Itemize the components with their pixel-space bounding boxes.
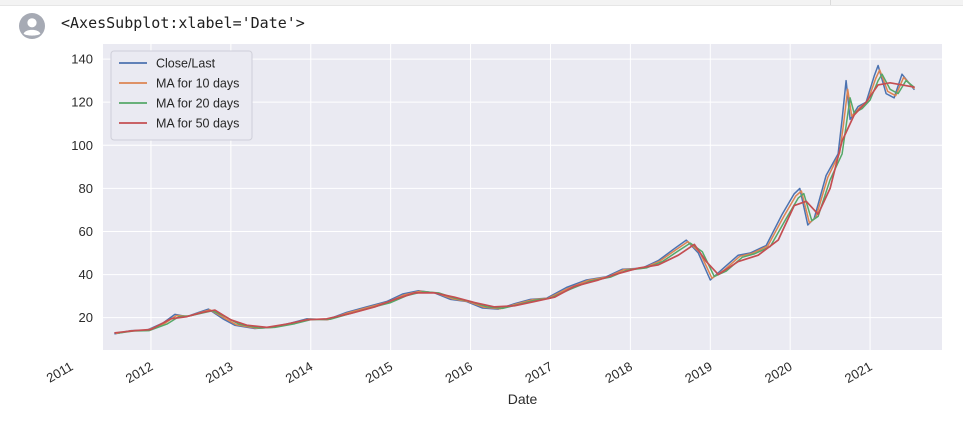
top-strip-divider bbox=[830, 0, 831, 5]
x-tick-label: 2016 bbox=[443, 359, 476, 386]
legend-label-1: Close/Last bbox=[156, 57, 216, 71]
output-repr-text: <AxesSubplot:xlabel='Date'> bbox=[61, 14, 305, 32]
user-avatar-icon bbox=[19, 13, 45, 39]
y-tick-label: 60 bbox=[79, 224, 93, 239]
x-tick-label: 2018 bbox=[602, 359, 635, 386]
x-tick-label: 2020 bbox=[762, 359, 795, 386]
y-tick-label: 80 bbox=[79, 181, 93, 196]
legend-label-2: MA for 10 days bbox=[156, 77, 239, 91]
legend-label-3: MA for 20 days bbox=[156, 97, 239, 111]
x-tick-label: 2017 bbox=[522, 359, 555, 386]
legend-label-4: MA for 50 days bbox=[156, 117, 239, 131]
x-tick-label: 2014 bbox=[283, 359, 316, 386]
x-axis-label: Date bbox=[508, 391, 538, 407]
y-tick-label: 40 bbox=[79, 267, 93, 282]
x-tick-label: 2012 bbox=[123, 359, 156, 386]
y-tick-label: 100 bbox=[71, 138, 93, 153]
x-tick-label: 2015 bbox=[363, 359, 396, 386]
y-tick-label: 120 bbox=[71, 95, 93, 110]
top-strip bbox=[0, 0, 963, 6]
y-tick-label: 140 bbox=[71, 52, 93, 67]
x-tick-label: 2019 bbox=[682, 359, 715, 386]
x-tick-label: 2011 bbox=[44, 359, 76, 386]
legend-box bbox=[110, 50, 253, 141]
y-tick-label: 20 bbox=[79, 310, 93, 325]
series-line-4 bbox=[114, 81, 915, 334]
x-tick-label: 2013 bbox=[203, 359, 236, 386]
x-tick-label: 2021 bbox=[842, 359, 875, 386]
